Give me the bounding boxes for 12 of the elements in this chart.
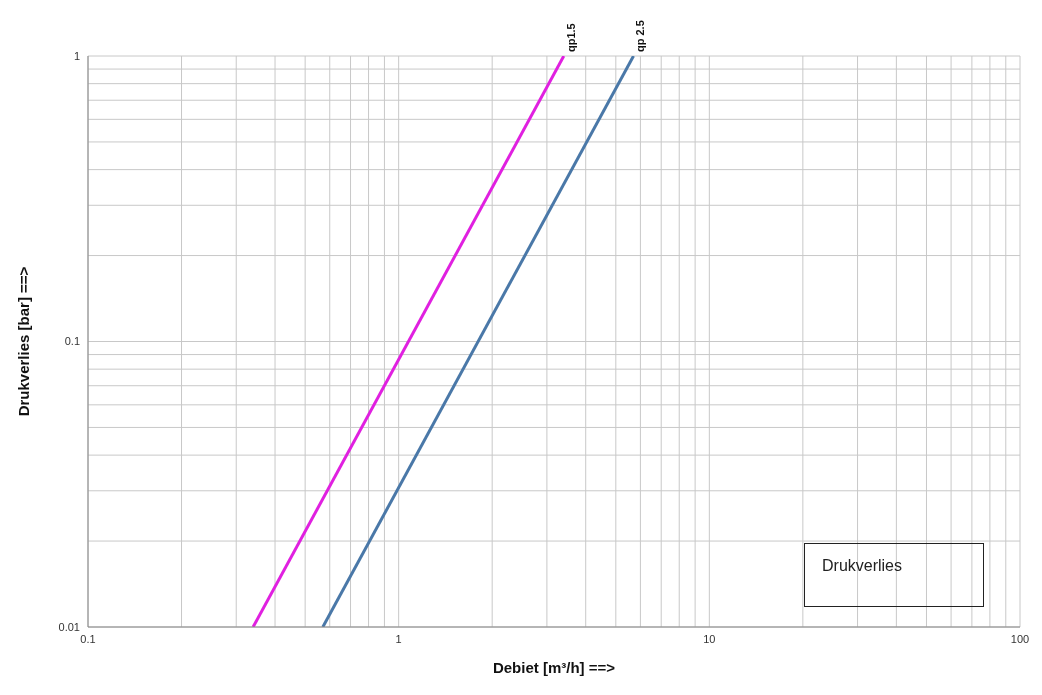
x-tick-label: 0.1 (80, 632, 96, 645)
x-axis-title: Debiet [m³/h] ==> (492, 659, 616, 676)
x-tick-label: 100 (1010, 632, 1030, 645)
y-tick-label: 1 (73, 49, 80, 62)
y-tick-label: 0.1 (64, 335, 80, 348)
x-tick-label: 10 (703, 632, 716, 645)
y-tick-label: 0.01 (58, 620, 80, 633)
y-axis-title: Drukverlies [bar] ==> (15, 266, 33, 417)
annotation: Drukverlies (822, 557, 903, 575)
x-tick-label: 1 (395, 632, 402, 645)
text: qp1.5 (564, 23, 577, 52)
text: qp 2.5 (634, 20, 647, 52)
